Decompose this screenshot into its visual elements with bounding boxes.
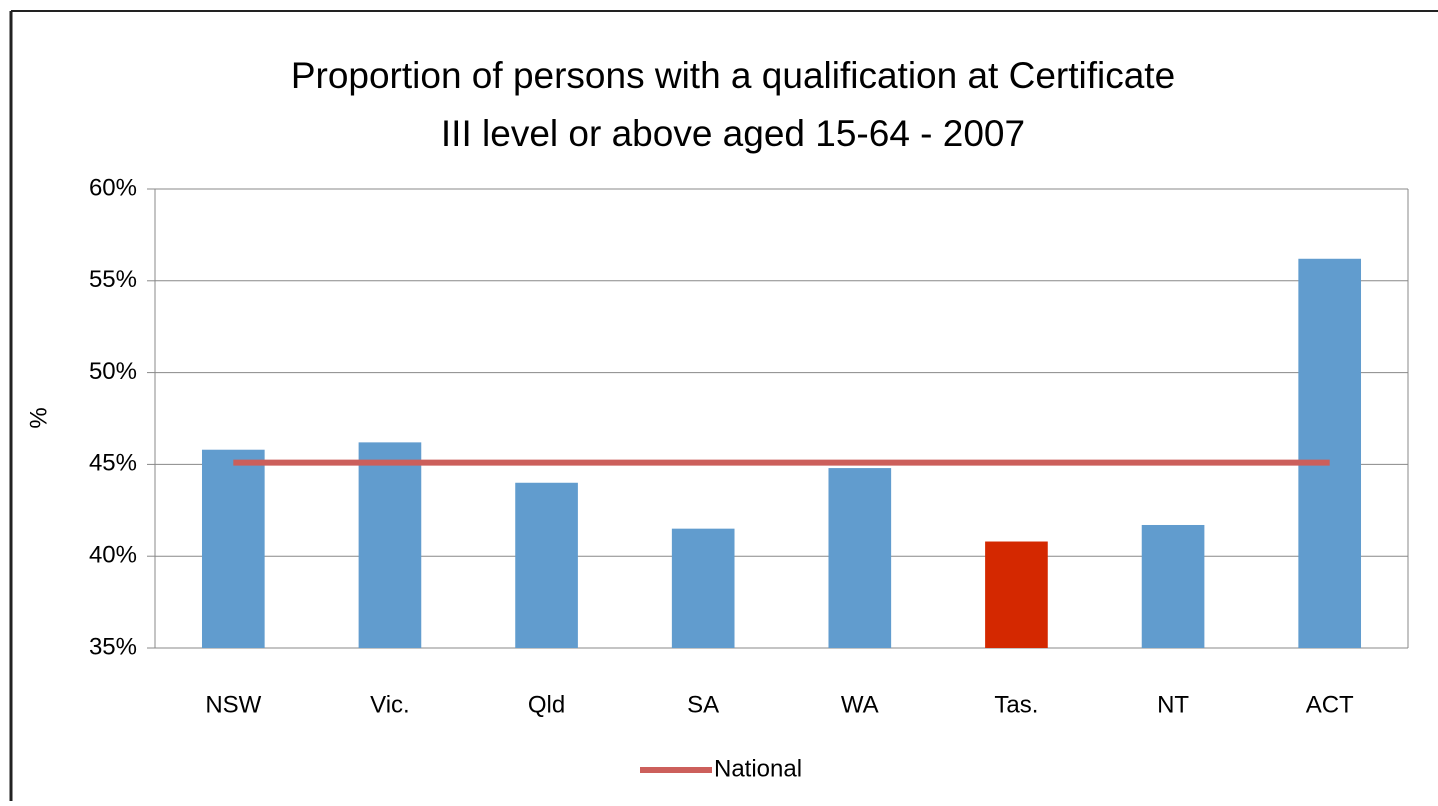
y-axis-label: % [25,407,52,428]
x-tick-label: NSW [205,691,261,718]
x-tick-label: Vic. [370,691,410,718]
bar [515,482,578,648]
x-tick-label: SA [687,691,719,718]
x-tick-label: WA [841,691,879,718]
x-tick-label: Tas. [994,691,1038,718]
x-tick-label: ACT [1306,691,1354,718]
bar [671,528,735,648]
bar [1141,524,1205,648]
chart-title: Proportion of persons with a qualificati… [291,55,1175,96]
y-tick-label: 60% [89,174,137,201]
chart-title: III level or above aged 15-64 - 2007 [441,113,1025,154]
legend-label: National [714,755,802,782]
bar [358,442,422,648]
y-tick-label: 55% [89,266,137,293]
x-tick-label: NT [1157,691,1189,718]
x-tick-label: Qld [528,691,565,718]
bar [201,449,265,648]
y-tick-label: 35% [89,633,137,660]
y-tick-label: 50% [89,358,137,385]
bar [985,541,1048,648]
bar [828,468,892,648]
y-tick-label: 45% [89,450,137,477]
y-tick-label: 40% [89,542,137,569]
bar [1298,258,1362,648]
